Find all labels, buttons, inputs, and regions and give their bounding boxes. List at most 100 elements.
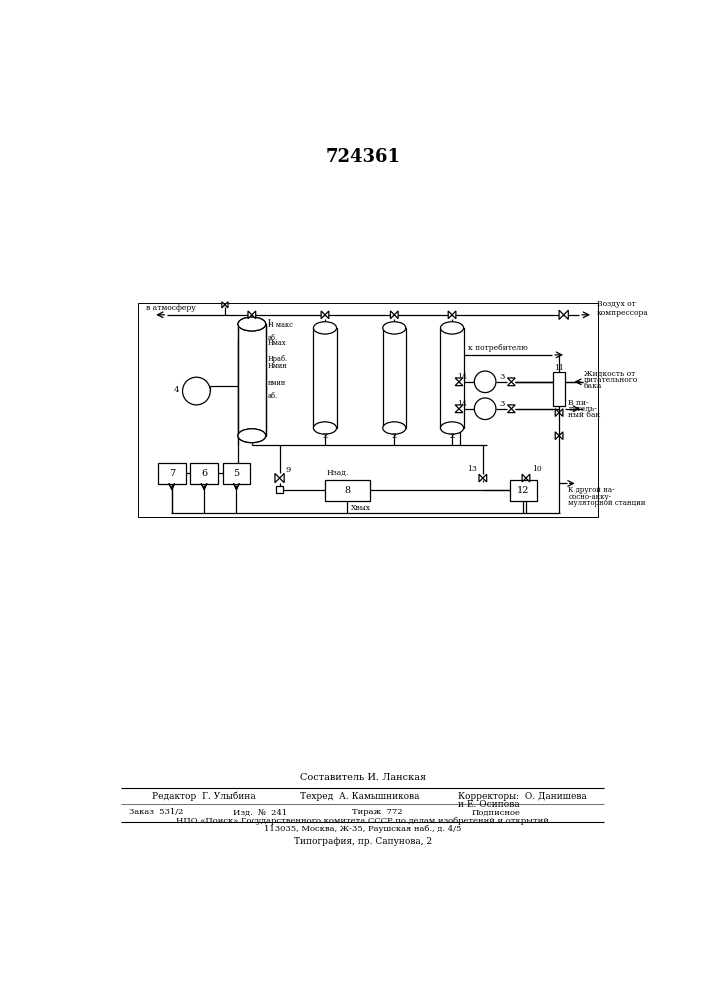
Bar bbox=[276, 486, 284, 493]
Text: аб.: аб. bbox=[268, 334, 278, 342]
Text: в атмосферу: в атмосферу bbox=[146, 304, 196, 312]
Text: Изд.  №  241: Изд. № 241 bbox=[233, 808, 287, 816]
Circle shape bbox=[474, 398, 496, 420]
Polygon shape bbox=[390, 311, 395, 319]
Text: 13: 13 bbox=[467, 465, 477, 473]
Text: 11: 11 bbox=[554, 364, 564, 372]
Circle shape bbox=[474, 371, 496, 393]
Polygon shape bbox=[455, 405, 463, 409]
Polygon shape bbox=[559, 432, 563, 440]
Polygon shape bbox=[321, 311, 325, 319]
Polygon shape bbox=[522, 474, 526, 482]
Text: 3: 3 bbox=[500, 373, 506, 381]
Bar bbox=[238, 324, 266, 436]
Text: к потребителю: к потребителю bbox=[468, 344, 528, 352]
Polygon shape bbox=[559, 409, 563, 416]
Text: питательного: питательного bbox=[584, 376, 638, 384]
Text: сосно-акку-: сосно-акку- bbox=[568, 493, 612, 501]
Text: 5: 5 bbox=[233, 469, 240, 478]
Ellipse shape bbox=[238, 317, 266, 331]
Bar bbox=[223, 463, 250, 484]
Polygon shape bbox=[508, 378, 515, 382]
Polygon shape bbox=[508, 405, 515, 409]
Polygon shape bbox=[455, 378, 463, 382]
Text: 2: 2 bbox=[450, 432, 455, 440]
Text: нмин: нмин bbox=[268, 379, 286, 387]
Ellipse shape bbox=[382, 422, 406, 434]
Ellipse shape bbox=[238, 317, 266, 331]
Bar bbox=[238, 324, 266, 436]
Text: 7: 7 bbox=[169, 469, 175, 478]
Bar bbox=[190, 463, 218, 484]
Polygon shape bbox=[225, 302, 228, 308]
Bar bbox=[313, 328, 337, 428]
Text: 3: 3 bbox=[500, 400, 506, 408]
Text: В пи-: В пи- bbox=[568, 399, 589, 407]
Bar bbox=[138, 303, 598, 517]
Ellipse shape bbox=[440, 322, 464, 334]
Text: Заказ  531/2: Заказ 531/2 bbox=[129, 808, 183, 816]
Text: 1: 1 bbox=[267, 319, 273, 327]
Text: Н макс: Н макс bbox=[268, 321, 293, 329]
Text: 8: 8 bbox=[344, 486, 351, 495]
Polygon shape bbox=[563, 310, 568, 319]
Polygon shape bbox=[479, 474, 483, 482]
Text: 12: 12 bbox=[517, 486, 530, 495]
Text: Хвых: Хвых bbox=[351, 504, 371, 512]
Text: Корректоры:  О. Данишева: Корректоры: О. Данишева bbox=[458, 792, 587, 801]
Polygon shape bbox=[455, 382, 463, 386]
Text: 724361: 724361 bbox=[325, 148, 400, 166]
Text: 2: 2 bbox=[392, 432, 397, 440]
Polygon shape bbox=[555, 432, 559, 440]
Polygon shape bbox=[279, 473, 284, 483]
Text: Жидкость от: Жидкость от bbox=[584, 370, 635, 378]
Text: татель-: татель- bbox=[568, 405, 597, 413]
Text: ный бак: ный бак bbox=[568, 411, 600, 419]
Text: Нмин: Нмин bbox=[268, 362, 288, 370]
Text: Подписное: Подписное bbox=[472, 808, 520, 816]
Text: Тираж  772: Тираж 772 bbox=[352, 808, 402, 816]
Text: 2: 2 bbox=[322, 432, 327, 440]
Polygon shape bbox=[508, 409, 515, 413]
Text: 14: 14 bbox=[457, 400, 467, 408]
Ellipse shape bbox=[382, 322, 406, 334]
Text: 113035, Москва, Ж-35, Раушская наб., д. 4/5: 113035, Москва, Ж-35, Раушская наб., д. … bbox=[264, 825, 462, 833]
Polygon shape bbox=[222, 302, 225, 308]
Polygon shape bbox=[455, 409, 463, 413]
Bar bbox=[510, 480, 537, 501]
Polygon shape bbox=[555, 409, 559, 416]
Text: НПО «Поиск» Государственного комитета СССР по делам изобретений и открытий: НПО «Поиск» Государственного комитета СС… bbox=[176, 817, 549, 825]
Polygon shape bbox=[275, 473, 279, 483]
Text: Техред  А. Камышникова: Техред А. Камышникова bbox=[300, 792, 419, 801]
Ellipse shape bbox=[238, 429, 266, 443]
Text: 9: 9 bbox=[286, 466, 291, 474]
Bar bbox=[325, 480, 370, 501]
Polygon shape bbox=[252, 311, 256, 319]
Text: Типография, пр. Сапунова, 2: Типография, пр. Сапунова, 2 bbox=[293, 837, 432, 846]
Polygon shape bbox=[325, 311, 329, 319]
Text: 4: 4 bbox=[174, 385, 180, 393]
Polygon shape bbox=[395, 311, 398, 319]
Polygon shape bbox=[508, 382, 515, 386]
Text: аб.: аб. bbox=[268, 392, 278, 400]
Polygon shape bbox=[483, 474, 486, 482]
Polygon shape bbox=[526, 474, 530, 482]
Text: К другой на-: К другой на- bbox=[568, 486, 615, 494]
Text: бака: бака bbox=[584, 382, 602, 390]
Bar bbox=[158, 463, 186, 484]
Text: Воздух от
компрессора: Воздух от компрессора bbox=[597, 300, 649, 317]
Text: и Е. Осипова: и Е. Осипова bbox=[458, 800, 520, 809]
Ellipse shape bbox=[238, 429, 266, 443]
Polygon shape bbox=[452, 311, 456, 319]
Polygon shape bbox=[448, 311, 452, 319]
Text: 10: 10 bbox=[532, 465, 542, 473]
Polygon shape bbox=[248, 311, 252, 319]
Text: Составитель И. Ланская: Составитель И. Ланская bbox=[300, 773, 426, 782]
Text: Нмах: Нмах bbox=[268, 339, 286, 347]
Ellipse shape bbox=[313, 322, 337, 334]
Text: муляторной станции: муляторной станции bbox=[568, 499, 645, 507]
Text: 14: 14 bbox=[457, 373, 467, 381]
Text: 6: 6 bbox=[201, 469, 207, 478]
Bar bbox=[239, 374, 265, 429]
Ellipse shape bbox=[182, 377, 210, 405]
